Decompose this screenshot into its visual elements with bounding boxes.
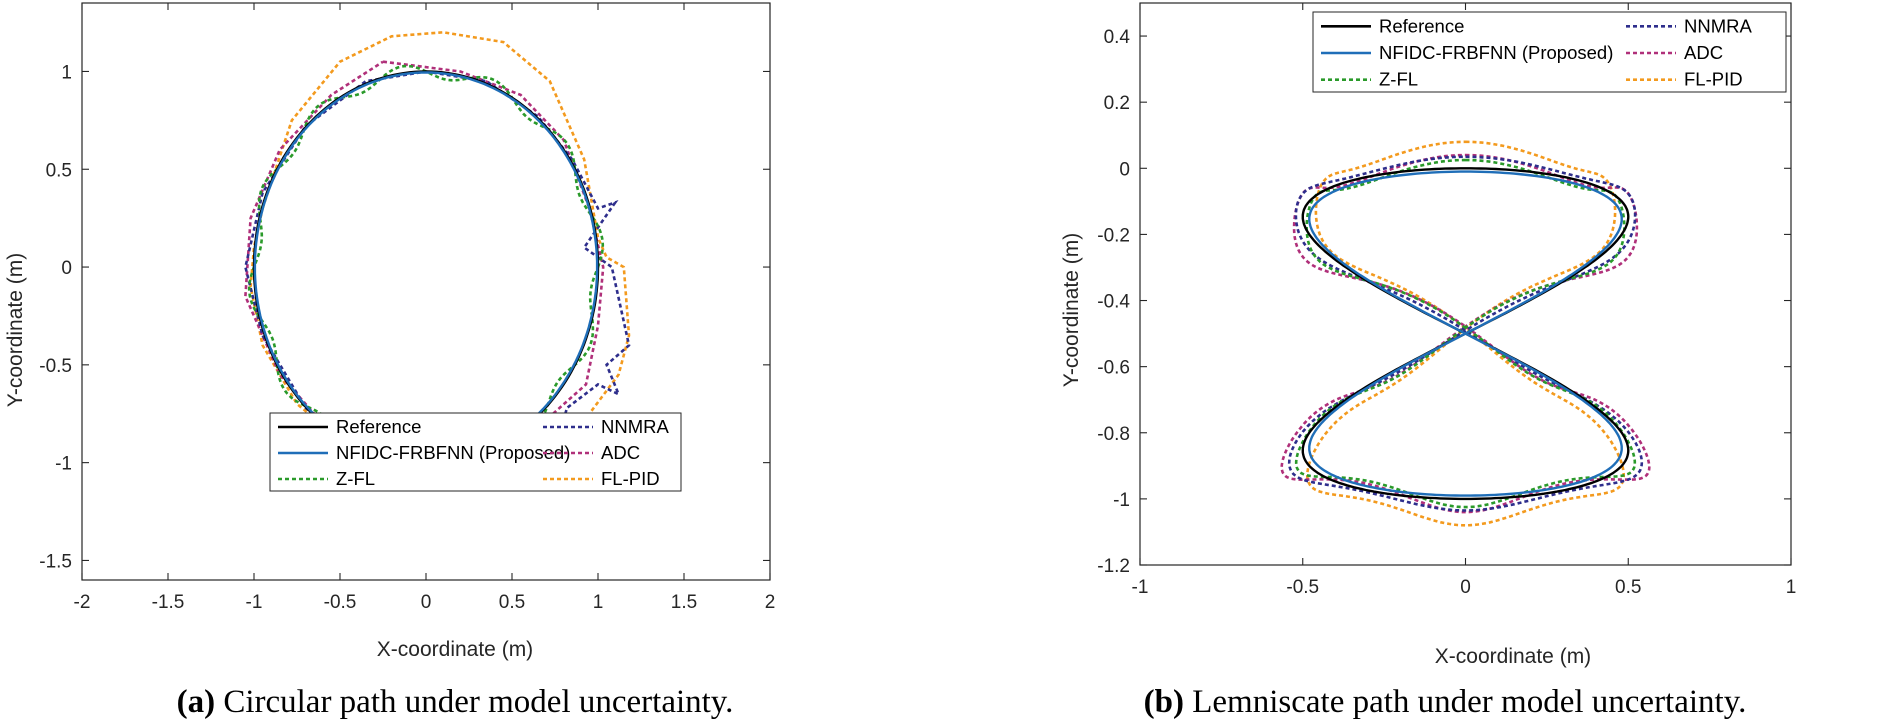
lemniscate-caption-tag: (b) [1144, 684, 1184, 720]
circular-x-tick-label: -1.5 [152, 592, 185, 613]
lemniscate-x-axis-label: X-coordinate (m) [1435, 645, 1591, 668]
lemniscate-series-nfidc-frbfnn-proposed [1309, 172, 1621, 496]
lemniscate-y-tick-label: 0.2 [1104, 93, 1130, 114]
circular-y-tick-label: 0.5 [46, 160, 72, 181]
circular-x-tick-label: 1.5 [671, 592, 697, 613]
lemniscate-y-tick-label: -0.2 [1097, 225, 1130, 246]
circular-axes-box [82, 3, 770, 580]
circular-plot-area: -2 -1.5 -1 -0.5 0 0.5 1 1.5 2-1.5-1-0.500.51Refe… [39, 3, 775, 613]
circular-y-axis-label: Y-coordinate (m) [4, 253, 27, 407]
lemniscate-legend-label-adc: ADC [1684, 42, 1723, 63]
lemniscate-y-tick-label: -1.2 [1097, 556, 1130, 577]
circular-y-tick-label: -1 [55, 454, 72, 475]
circular-legend-label-nnmra: NNMRA [601, 416, 669, 437]
lemniscate-x-tick-label: -1 [1132, 577, 1149, 598]
lemniscate-x-tick-label: 1 [1786, 577, 1797, 598]
lemniscate-legend-label-reference: Reference [1379, 15, 1464, 36]
lemniscate-caption-text: Lemniscate path under model uncertainty. [1192, 684, 1746, 720]
lemniscate-legend-label-nfidc-frbfnn-proposed: NFIDC-FRBFNN (Proposed) [1379, 42, 1613, 63]
circular-y-tick-label: -1.5 [39, 551, 72, 572]
circular-x-tick-label: 0.5 [499, 592, 525, 613]
circular-x-tick-label: -1 [246, 592, 263, 613]
circular-y-tick-label: 1 [61, 62, 72, 83]
lemniscate-plot-area: -1 -0.5 0 0.5 1-1.2-1-0.8-0.6-0.4-0.200.20.4… [1097, 3, 1796, 598]
panel-lemniscate: -1 -0.5 0 0.5 1-1.2-1-0.8-0.6-0.4-0.200.20.4… [1060, 3, 1796, 720]
circular-y-tick-label: -0.5 [39, 356, 72, 377]
circular-legend-label-adc: ADC [601, 442, 640, 463]
circular-x-tick-label: -0.5 [324, 592, 357, 613]
circular-x-axis-label: X-coordinate (m) [377, 638, 533, 661]
panel-circular: -2 -1.5 -1 -0.5 0 0.5 1 1.5 2-1.5-1-0.500.51Refe… [4, 3, 775, 720]
lemniscate-legend: Reference NFIDC-FRBFNN (Proposed) Z-FL NNMR… [1313, 12, 1786, 92]
lemniscate-x-tick-label: 0 [1460, 577, 1471, 598]
circular-legend-label-nfidc-frbfnn-proposed: NFIDC-FRBFNN (Proposed) [336, 442, 570, 463]
circular-caption-tag: (a) [177, 684, 215, 720]
lemniscate-y-tick-label: 0.4 [1104, 27, 1131, 48]
lemniscate-x-tick-label: -0.5 [1286, 577, 1319, 598]
figure: -2 -1.5 -1 -0.5 0 0.5 1 1.5 2-1.5-1-0.500.51Refe… [0, 0, 1901, 728]
circular-x-tick-label: 1 [593, 592, 604, 613]
circular-y-tick-label: 0 [61, 258, 72, 279]
circular-x-tick-label: -2 [74, 592, 91, 613]
circular-caption-text: Circular path under model uncertainty. [223, 684, 733, 720]
lemniscate-y-axis-label: Y-coordinate (m) [1060, 233, 1083, 387]
lemniscate-legend-label-fl-pid: FL-PID [1684, 69, 1743, 90]
circular-series-adc [245, 62, 603, 473]
lemniscate-legend-label-nnmra: NNMRA [1684, 15, 1752, 36]
lemniscate-y-tick-label: 0 [1119, 159, 1130, 180]
lemniscate-caption: (b) Lemniscate path under model uncertai… [1144, 684, 1747, 720]
circular-caption: (a) Circular path under model uncertaint… [177, 684, 734, 720]
circular-legend-label-z-fl: Z-FL [336, 468, 375, 489]
circular-series-group [245, 32, 629, 472]
lemniscate-legend-label-z-fl: Z-FL [1379, 69, 1418, 90]
circular-legend-label-reference: Reference [336, 416, 421, 437]
circular-x-tick-label: 0 [421, 592, 432, 613]
circular-legend-label-fl-pid: FL-PID [601, 468, 660, 489]
lemniscate-y-tick-label: -1 [1113, 490, 1130, 511]
circular-x-tick-label: 2 [765, 592, 776, 613]
circular-legend: Reference NFIDC-FRBFNN (Proposed) Z-FL NNMR… [270, 413, 681, 491]
lemniscate-y-tick-label: -0.8 [1097, 424, 1130, 445]
lemniscate-y-tick-label: -0.4 [1097, 292, 1130, 313]
lemniscate-y-tick-label: -0.6 [1097, 358, 1130, 379]
lemniscate-series-group [1282, 142, 1650, 526]
lemniscate-x-tick-label: 0.5 [1615, 577, 1641, 598]
